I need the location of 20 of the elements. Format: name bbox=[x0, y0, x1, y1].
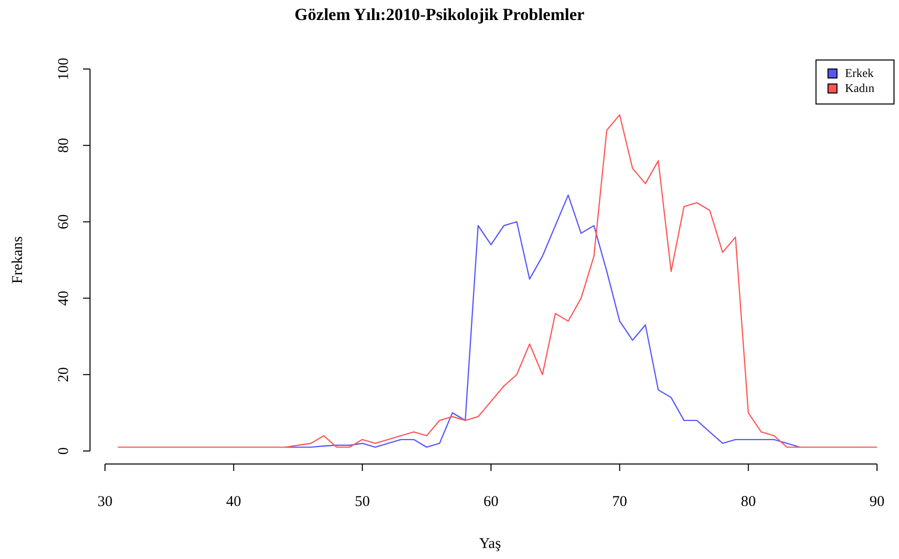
x-tick-label: 50 bbox=[354, 494, 370, 510]
line-series bbox=[117, 114, 878, 448]
y-tick-label: 60 bbox=[56, 214, 72, 230]
y-tick-label: 100 bbox=[56, 58, 72, 80]
legend-label: Kadın bbox=[845, 81, 874, 95]
y-tick-label: 40 bbox=[56, 290, 72, 306]
legend-label: Erkek bbox=[845, 66, 874, 80]
x-tick-label: 30 bbox=[98, 494, 112, 510]
x-tick-label: 70 bbox=[612, 494, 628, 510]
chart-title: Gözlem Yılı:2010-Psikolojik Problemler bbox=[294, 5, 585, 24]
x-tick-label: 40 bbox=[226, 494, 242, 510]
x-tick-label: 60 bbox=[484, 494, 498, 510]
x-axis-title: Yaş bbox=[479, 536, 502, 552]
y-axis-title: Frekans bbox=[10, 236, 26, 284]
line-series bbox=[284, 194, 800, 448]
x-tick-label: 90 bbox=[870, 494, 884, 510]
x-tick-label: 80 bbox=[740, 494, 756, 510]
y-tick-label: 0 bbox=[56, 447, 72, 455]
y-tick-label: 80 bbox=[56, 138, 72, 153]
y-tick-label: 20 bbox=[56, 367, 72, 382]
